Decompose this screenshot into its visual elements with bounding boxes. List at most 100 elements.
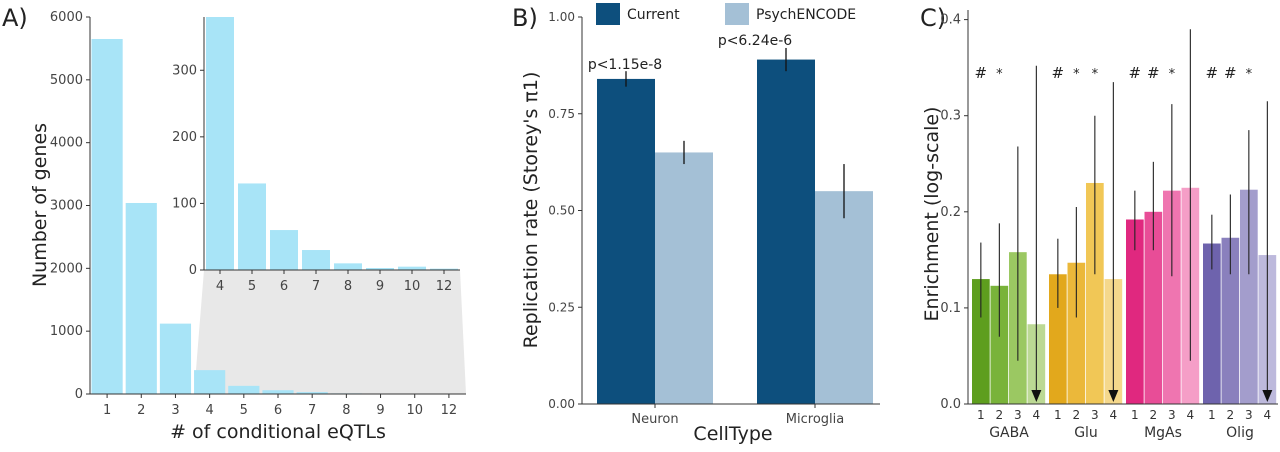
x-tick-label-a: 2 <box>137 403 145 418</box>
y-tick-label-c: 0.1 <box>940 301 961 316</box>
bar-a-4 <box>194 370 225 394</box>
significance-mark: # <box>1206 64 1219 82</box>
y-tick-label-a: 4000 <box>50 136 83 151</box>
bar-b-neuron-psychencode <box>655 152 713 404</box>
x-tick-label-c: 4 <box>1033 408 1041 422</box>
inset-bar-7 <box>302 250 330 270</box>
bar-a-1 <box>92 39 123 394</box>
x-tick-label-c: 3 <box>1091 408 1099 422</box>
y-tick-label-a: 3000 <box>50 199 83 214</box>
legend-swatch-current <box>596 3 620 25</box>
x-tick-label-c: 2 <box>1073 408 1081 422</box>
bar-a-2 <box>126 203 157 394</box>
x-tick-label-c: 1 <box>1054 408 1062 422</box>
significance-mark: * <box>1246 67 1253 82</box>
significance-mark: # <box>1052 64 1065 82</box>
significance-mark: # <box>1129 64 1142 82</box>
y-tick-label-a: 1000 <box>50 324 83 339</box>
x-tick-label-a: 4 <box>205 403 213 418</box>
b-ylabel: Replication rate (Storey's π1) <box>520 72 542 349</box>
y-tick-label-c: 0.4 <box>940 13 961 28</box>
inset-x-tick-label: 5 <box>248 279 256 294</box>
x-tick-label-a: 10 <box>406 403 423 418</box>
x-tick-label-a: 1 <box>103 403 111 418</box>
inset-x-tick-label: 7 <box>312 279 320 294</box>
significance-mark: * <box>1092 67 1099 82</box>
legend-swatch-psychencode <box>725 3 749 25</box>
x-tick-label-c: 1 <box>1131 408 1139 422</box>
y-tick-label-c: 0.3 <box>940 109 961 124</box>
x-tick-label-a: 6 <box>274 403 282 418</box>
significance-mark: # <box>1224 64 1237 82</box>
inset-x-tick-label: 12 <box>436 279 453 294</box>
bar-a-5 <box>228 386 259 394</box>
x-tick-label-a: 7 <box>308 403 316 418</box>
y-tick-label-b: 0.75 <box>548 107 575 121</box>
x-tick-label-c: 3 <box>1168 408 1176 422</box>
y-tick-label-a: 5000 <box>50 73 83 88</box>
x-tick-label-c: 4 <box>1187 408 1195 422</box>
inset-x-tick-label: 9 <box>376 279 384 294</box>
inset-bar-8 <box>334 263 362 270</box>
inset-x-tick-label: 8 <box>344 279 352 294</box>
y-tick-label-b: 0.25 <box>548 300 575 314</box>
x-tick-label-c: 4 <box>1110 408 1118 422</box>
inset-x-tick-label: 6 <box>280 279 288 294</box>
inset-y-tick-label: 200 <box>172 130 197 145</box>
a-ylabel: Number of genes <box>29 123 51 287</box>
legend-label-psychencode: PsychENCODE <box>756 7 856 23</box>
significance-mark: * <box>996 67 1003 82</box>
b-xlabel: CellType <box>693 423 772 445</box>
x-tick-label-a: 12 <box>441 403 458 418</box>
bar-a-6 <box>262 390 293 394</box>
x-tick-label-c: 2 <box>1227 408 1235 422</box>
y-tick-label-b: 0.00 <box>548 397 575 411</box>
inset-bar-6 <box>270 230 298 270</box>
inset-y-tick-label: 100 <box>172 196 197 211</box>
x-tick-label-a: 3 <box>171 403 179 418</box>
x-tick-label-c: 3 <box>1014 408 1022 422</box>
panel-label-b: B) <box>512 4 538 32</box>
x-tick-label-b: Microglia <box>786 412 844 427</box>
bar-b-neuron-current <box>597 79 655 404</box>
pvalue-neuron: p<1.15e-8 <box>588 57 662 73</box>
x-tick-label-a: 5 <box>240 403 248 418</box>
significance-mark: # <box>1147 64 1160 82</box>
y-tick-label-a: 2000 <box>50 261 83 276</box>
significance-mark: * <box>1169 67 1176 82</box>
inset-x-tick-label: 4 <box>216 279 224 294</box>
x-tick-label-c: 2 <box>996 408 1004 422</box>
y-tick-label-a: 0 <box>75 387 83 402</box>
x-tick-label-c: 3 <box>1245 408 1253 422</box>
panel-label-a: A) <box>2 4 28 32</box>
zoom-region <box>194 270 466 394</box>
x-tick-label-c: 1 <box>977 408 985 422</box>
y-tick-label-a: 6000 <box>50 10 83 25</box>
group-label-c: Olig <box>1226 425 1254 441</box>
significance-mark: * <box>1073 67 1080 82</box>
inset-bar-4 <box>206 17 234 270</box>
inset-y-tick-label: 0 <box>189 263 197 278</box>
x-tick-label-c: 1 <box>1208 408 1216 422</box>
group-label-c: GABA <box>989 425 1029 441</box>
bar-a-3 <box>160 324 191 394</box>
x-tick-label-c: 2 <box>1150 408 1158 422</box>
inset-bar-5 <box>238 183 266 270</box>
y-tick-label-b: 1.00 <box>548 10 575 24</box>
x-tick-label-c: 4 <box>1264 408 1272 422</box>
legend-label-current: Current <box>627 7 680 23</box>
y-tick-label-c: 0.0 <box>940 397 961 412</box>
x-tick-label-a: 8 <box>342 403 350 418</box>
x-tick-label-b: Neuron <box>631 412 678 427</box>
bar-b-microglia-current <box>757 60 815 404</box>
pvalue-microglia: p<6.24e-6 <box>718 33 792 49</box>
inset-y-tick-label: 300 <box>172 63 197 78</box>
group-label-c: Glu <box>1074 425 1098 441</box>
group-label-c: MgAs <box>1144 425 1182 441</box>
significance-mark: # <box>975 64 988 82</box>
inset-x-tick-label: 10 <box>404 279 421 294</box>
x-tick-label-a: 9 <box>376 403 384 418</box>
y-tick-label-b: 0.50 <box>548 204 575 218</box>
